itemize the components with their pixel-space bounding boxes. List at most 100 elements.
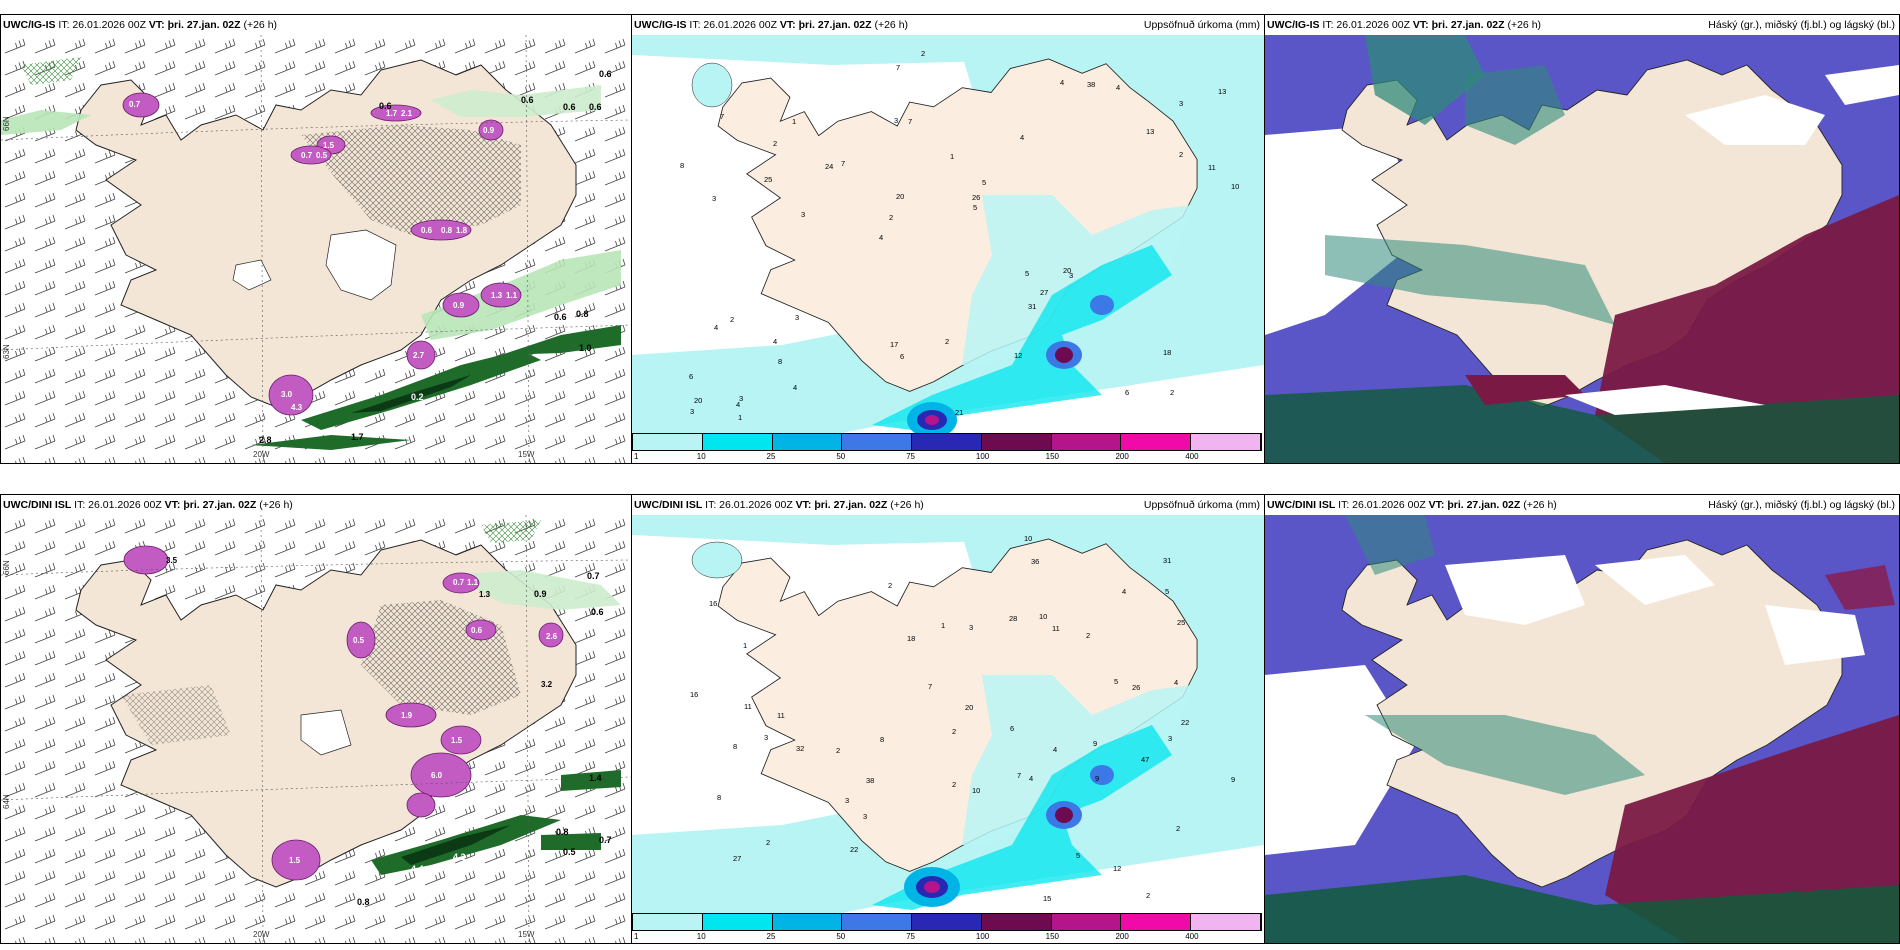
precip-label: 3.2 [541,680,553,689]
accumulated-precip-map: 2334433127687537710522172014361820212425… [632,35,1264,445]
precip-value: 47 [1141,755,1149,764]
precip-label: 0.6 [591,607,604,617]
colorbar-tick-label: 150 [1045,932,1060,941]
colorbar-segment [981,914,1052,930]
precip-value: 9 [1093,739,1097,748]
precip-value: 1 [738,413,742,422]
precip-value: 11 [744,702,752,711]
precip-value: 3 [795,313,799,322]
precip-value: 2 [773,139,777,148]
precip-value: 3 [690,407,694,416]
precip-value: 24 [825,162,833,171]
colorbar-tick-label: 75 [906,452,916,461]
precip-value: 2 [766,838,770,847]
precip-value: 6 [900,352,904,361]
precip-value: 1 [950,152,954,161]
panel-subtitle: Uppsöfnuð úrkoma (mm) [1143,19,1260,31]
precip-value: 2 [1170,388,1174,397]
precip-value: 3 [1179,99,1183,108]
precip-value: 27 [1040,288,1048,297]
colorbar-segment [1191,914,1261,930]
precip-value: 11 [1052,624,1060,633]
lat-label: 63N [2,344,11,359]
precip-label: 0.8 [357,897,370,907]
precip-value: 13 [1146,127,1154,136]
precip-label: 0.6 [471,626,483,635]
precip-label: 0.9 [534,589,547,599]
precip-value: 3 [1168,734,1172,743]
precip-label: 4.3 [291,403,303,412]
precip-label: 0.7 [587,571,600,581]
precip-value: 4 [1060,78,1064,87]
precip-value: 4 [879,233,883,242]
colorbar-tick-label: 25 [766,932,776,941]
precip-label: 0.8 [556,827,569,837]
lon-label: 15W [518,450,535,459]
precip-label: 0.2 [411,392,424,402]
precip-label: 0.7 [599,835,612,845]
precip-value: 25 [764,175,772,184]
panel-title: UWC/DINI ISL IT: 26.01.2026 00Z VT: þri.… [1267,499,1557,511]
colorbar-segment [702,434,773,450]
precip-value: 2 [945,337,949,346]
precip-value: 6 [1125,388,1129,397]
precip-value: 8 [717,793,721,802]
precip-value: 11 [777,711,785,720]
lat-label: 66N [2,116,11,131]
colorbar-segment [633,434,703,450]
panel-top-middle-accumulated-precip: UWC/IG-IS IT: 26.01.2026 00Z VT: þri. 27… [631,14,1265,464]
precip-value: 5 [1165,587,1169,596]
wind-precip-map: 20W 15W 66N 64N 0.8 0.7 0.9 0.6 1.4 0.5 … [1,515,631,943]
precip-value: 26 [1132,683,1140,692]
colorbar-segment [633,914,703,930]
colorbar-tick-label: 50 [836,452,846,461]
precip-value: 5 [1025,269,1029,278]
precip-value: 3 [894,116,898,125]
precip-value: 5 [973,203,977,212]
colorbar-tick-label: 10 [696,452,706,461]
precip-value: 15 [1043,894,1051,903]
precip-value: 7 [1017,771,1021,780]
precip-value: 4 [773,337,777,346]
precip-value: 31 [1028,302,1036,311]
precip-label: 1.8 [456,226,468,235]
precip-value: 10 [972,786,980,795]
precip-label: 0.6 [379,101,392,111]
precip-label: 0.6 [421,226,433,235]
precip-value: 1 [792,117,796,126]
precip-value: 20 [896,192,904,201]
precip-label: 2.1 [401,109,413,118]
precip-value: 3 [969,623,973,632]
precip-value: 6 [689,372,693,381]
precip-value: 28 [1009,614,1017,623]
precip-value: 27 [733,854,741,863]
colorbar-tick-label: 150 [1045,452,1060,461]
precip-value: 11 [1208,163,1216,172]
cloud-cover-map [1265,35,1899,463]
precip-value: 2 [1146,891,1150,900]
colorbar-segment [772,914,843,930]
precip-value: 4 [1029,774,1033,783]
panel-title: UWC/IG-IS IT: 26.01.2026 00Z VT: þri. 27… [3,19,278,31]
panel-subtitle: Háský (gr.), miðský (fj.bl.) og lágský (… [1708,19,1895,31]
colorbar-tick-label: 25 [766,452,776,461]
colorbar-tick-label: 1 [634,452,639,461]
lon-label: 20W [253,450,270,459]
colorbar-tick-label: 400 [1185,452,1199,461]
precip-label: 0.6 [589,102,602,112]
colorbar-segment [1051,434,1122,450]
precip-label: 1.3 [479,590,491,599]
colorbar-tick-label: 1 [634,932,639,941]
precip-value: 38 [1087,80,1095,89]
colorbar: 1 10 25 50 75 100 150 200 400 [632,913,1262,941]
precip-label: 0.7 [453,578,465,587]
precip-value: 7 [908,117,912,126]
colorbar-segment [702,914,773,930]
precip-label: 0.7 [301,151,313,160]
colorbar-tick-label: 200 [1115,932,1129,941]
precip-value: 2 [836,746,840,755]
colorbar-tick-label: 10 [696,932,706,941]
precip-label: 0.6 [521,95,534,105]
precip-value: 4 [714,323,718,332]
precip-value: 3 [845,796,849,805]
